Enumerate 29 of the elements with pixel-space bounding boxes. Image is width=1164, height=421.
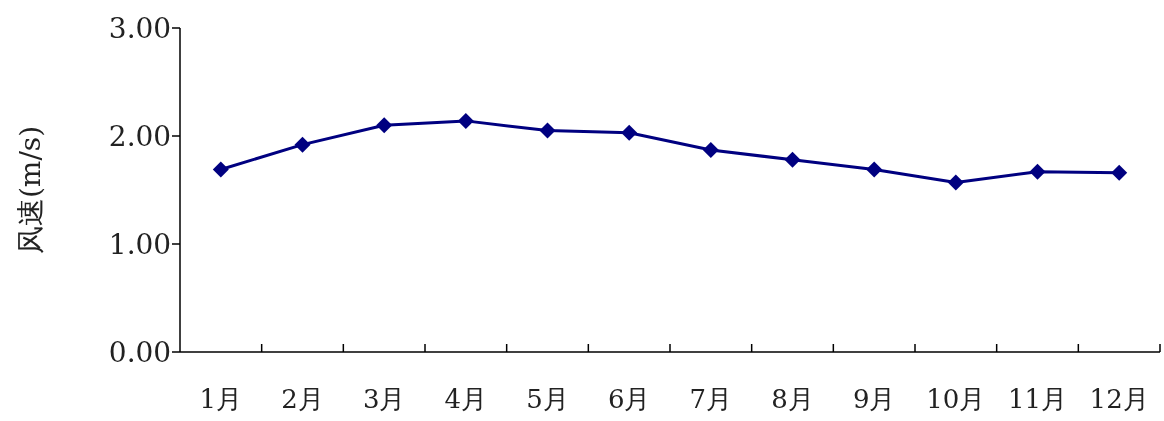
y-axis-title: 风速(m/s) <box>14 125 47 255</box>
x-tick-label: 6月 <box>607 384 651 414</box>
x-tick-label: 8月 <box>771 384 814 414</box>
point <box>1029 163 1046 180</box>
x-tick-label: 7月 <box>689 384 733 414</box>
x-tick-label: 4月 <box>444 384 488 414</box>
point <box>376 117 393 134</box>
x-tick-label: 2月 <box>281 384 324 414</box>
x-tick-label: 5月 <box>526 384 569 414</box>
point <box>1111 164 1128 181</box>
point <box>947 174 964 191</box>
point <box>212 161 229 178</box>
x-tick-label: 1月 <box>199 384 243 414</box>
point <box>621 124 638 141</box>
y-tick-label: 2.00 <box>108 120 172 153</box>
point <box>539 122 556 139</box>
point <box>457 112 474 129</box>
point <box>784 151 801 168</box>
x-tick-label: 12月 <box>1089 384 1149 414</box>
y-tick-label: 1.00 <box>108 228 172 261</box>
point <box>702 142 719 159</box>
point <box>866 161 883 178</box>
y-tick-label: 3.00 <box>108 12 172 45</box>
x-tick-label: 9月 <box>852 384 896 414</box>
x-tick-label: 10月 <box>926 384 986 414</box>
x-tick-label: 3月 <box>362 384 406 414</box>
point <box>294 136 311 153</box>
y-tick-label: 0.00 <box>108 336 172 369</box>
x-tick-label: 11月 <box>1007 384 1068 414</box>
